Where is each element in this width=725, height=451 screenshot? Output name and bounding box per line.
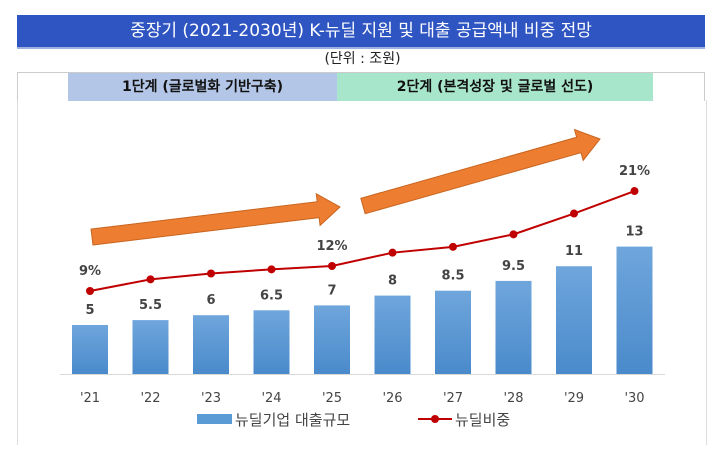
bar-0 — [72, 325, 108, 374]
bar-label-4: 7 — [327, 283, 336, 298]
bar-1 — [132, 320, 169, 374]
x-tick-label-9: '30 — [624, 391, 644, 406]
bar-label-5: 8 — [388, 274, 397, 289]
bar-label-6: 8.5 — [441, 269, 464, 284]
x-tick-label-3: '24 — [261, 391, 281, 406]
bar-label-8: 11 — [565, 244, 583, 259]
line-point-3 — [267, 265, 276, 274]
line-point-1 — [146, 275, 155, 284]
bar-label-9: 13 — [625, 225, 643, 240]
legend-bar-swatch — [197, 414, 232, 424]
x-tick-label-0: '21 — [80, 391, 100, 406]
chart-frame — [17, 100, 707, 445]
growth-arrow-phase-2 — [360, 128, 601, 215]
phase-row: 1단계 (글로벌화 기반구축) 2단계 (본격성장 및 글로벌 선도) — [17, 72, 705, 101]
line-series — [89, 190, 635, 292]
line-label-0: 9% — [79, 264, 101, 279]
legend-line-marker — [431, 415, 439, 423]
line-point-8 — [570, 209, 578, 218]
x-tick-label-6: '27 — [443, 391, 463, 406]
x-tick-label-4: '25 — [322, 391, 342, 406]
line-label-4: 12% — [316, 239, 347, 254]
line-point-5 — [388, 248, 397, 257]
legend-bar-label: 뉴딜기업 대출규모 — [235, 411, 350, 429]
line-label-9: 21% — [619, 164, 650, 179]
phase-1-label: 1단계 (글로벌화 기반구축) — [68, 73, 337, 101]
line-point-9 — [630, 187, 639, 196]
bar-4 — [314, 305, 350, 374]
bar-label-2: 6 — [206, 293, 215, 308]
bar-2 — [193, 315, 229, 374]
bar-label-7: 9.5 — [502, 259, 525, 274]
line-point-0 — [86, 287, 94, 295]
bar-9 — [616, 246, 653, 374]
bar-label-1: 5.5 — [139, 298, 162, 313]
x-tick-label-5: '26 — [382, 391, 402, 406]
bar-3 — [253, 310, 290, 374]
bar-label-0: 5 — [85, 303, 94, 318]
chart-title: 중장기 (2021-2030년) K-뉴딜 지원 및 대출 공급액내 비중 전망 — [17, 15, 705, 49]
bar-label-3: 6.5 — [260, 288, 283, 303]
unit-label: (단위 : 조원) — [324, 51, 401, 67]
phase-2-label: 2단계 (본격성장 및 글로벌 선도) — [337, 73, 653, 101]
bar-7 — [495, 280, 532, 374]
x-tick-label-7: '28 — [503, 391, 523, 406]
x-tick-label-8: '29 — [564, 391, 584, 406]
line-point-6 — [449, 242, 457, 251]
legend-line-label: 뉴딜비중 — [455, 411, 510, 429]
bar-8 — [556, 266, 592, 374]
line-point-4 — [328, 262, 336, 271]
line-point-2 — [207, 269, 215, 278]
bar-6 — [435, 290, 471, 374]
line-point-7 — [509, 230, 518, 239]
bar-5 — [374, 295, 411, 374]
x-tick-label-2: '23 — [201, 391, 221, 406]
growth-arrow-phase-1 — [90, 192, 341, 246]
x-tick-label-1: '22 — [140, 391, 160, 406]
